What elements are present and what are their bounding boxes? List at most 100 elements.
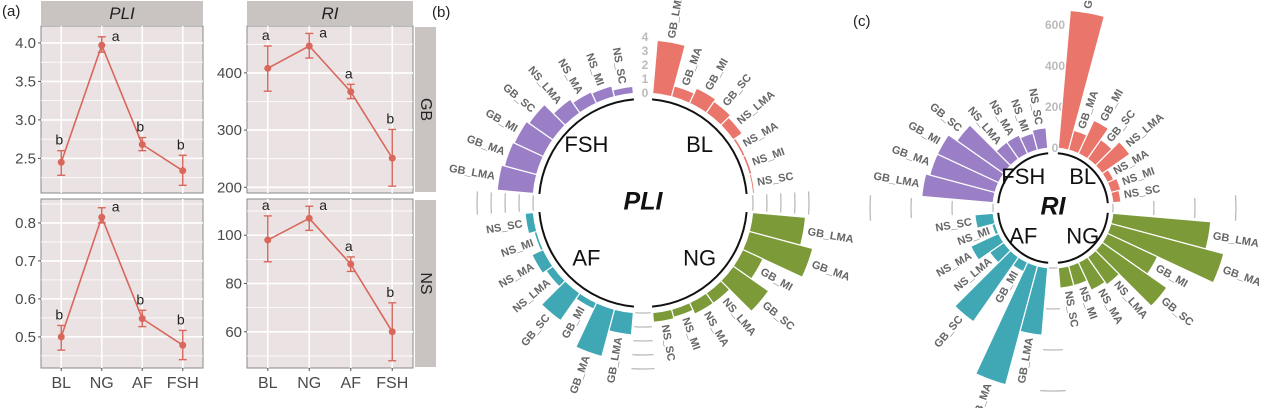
group-arc [651, 98, 748, 195]
bar-label: GB_SC [760, 300, 797, 334]
bar-label: NS_SC [1026, 88, 1044, 126]
y-tick-label: 3.0 [15, 112, 36, 129]
bar [1057, 265, 1075, 289]
bar [611, 85, 635, 98]
bar-label: GB_LMA [605, 336, 625, 384]
significance-letter: b [55, 132, 63, 148]
bar-label: GB_MI [483, 107, 519, 135]
bar [969, 232, 1005, 261]
y-tick-label: 100 [217, 227, 242, 244]
facet-strip-ri [247, 1, 413, 25]
y-tick-label: 80 [225, 276, 242, 293]
data-point [57, 333, 65, 341]
bar [575, 301, 616, 358]
group-arc [997, 212, 1049, 264]
x-tick-label: BL [258, 375, 278, 392]
radial-tick-label: 600 [1045, 18, 1065, 32]
data-point [305, 214, 313, 222]
data-point [388, 328, 396, 336]
data-point [57, 158, 65, 166]
bar [953, 249, 1020, 323]
y-tick-label: 2.5 [15, 150, 36, 167]
significance-letter: b [136, 119, 144, 135]
facet-strip-label: RI [322, 4, 339, 23]
bar [1077, 256, 1106, 292]
group-ng: GB_LMAGB_MAGB_MIGB_SCNS_LMANS_MANS_MINS_… [651, 211, 855, 362]
bar [670, 301, 694, 319]
bar-label: GB_SC [1159, 295, 1196, 329]
bar-label: NS_MA [741, 120, 780, 150]
bar-label: GB_MA [810, 259, 851, 284]
bar-label: GB_LMA [1016, 337, 1036, 385]
significance-letter: b [177, 311, 185, 327]
bar [531, 248, 554, 275]
data-point [179, 341, 187, 349]
bar [974, 261, 1039, 386]
facet-panel-pli-ns: 0.5 0.6 0.7 0.8 b a b b BL NG AF FSH [15, 198, 204, 392]
y-tick-label: 60 [225, 324, 242, 341]
bar [527, 103, 567, 141]
bar [955, 124, 1012, 175]
radial-tick-label: 0 [642, 86, 649, 100]
bar [1077, 119, 1110, 160]
significance-letter: b [177, 136, 185, 152]
bar [936, 133, 1005, 184]
group-arc [538, 211, 635, 308]
facet-strip-gb [415, 27, 436, 192]
bar [651, 308, 675, 323]
bar [1094, 241, 1168, 308]
bar-label: NS_MA [701, 310, 731, 349]
bar [974, 212, 996, 230]
mean-line [267, 45, 393, 159]
facet-strip-label: PLI [109, 4, 135, 23]
significance-letter: a [319, 197, 327, 213]
bar [590, 85, 616, 105]
chart-title: PLI [624, 188, 664, 216]
group-arc [997, 152, 1049, 204]
data-point [388, 154, 396, 162]
bar [513, 120, 554, 158]
group-af: GB_LMAGB_MAGB_MIGB_SCNS_LMANS_MANS_MINS_… [932, 212, 1049, 408]
bar-label: NS_MI [679, 316, 702, 352]
significance-letter: a [112, 199, 120, 215]
y-tick-label: 0.8 [15, 215, 36, 232]
radial-tick-label: 200 [1045, 100, 1065, 114]
bar [651, 39, 686, 98]
bar-label: GB_MI [703, 57, 731, 93]
significance-letter: b [136, 291, 144, 307]
bar [921, 173, 996, 204]
group-bl: GB_LMAGB_MAGB_MIGB_SCNS_LMANS_MANS_MINS_… [651, 0, 795, 195]
bar [1086, 249, 1121, 286]
bar-label: NS_MI [751, 146, 787, 169]
group-label: AF [572, 245, 600, 270]
group-af: GB_LMAGB_MAGB_MIGB_SCNS_LMANS_MANS_MINS_… [485, 211, 635, 396]
bar-label: GB_SC [932, 314, 966, 351]
x-tick-label: AF [132, 375, 153, 392]
data-point [179, 167, 187, 175]
bar-label: NS_SC [610, 47, 628, 85]
significance-letter: a [112, 28, 120, 44]
y-tick-label: 3.5 [15, 73, 36, 90]
y-tick-label: 0.7 [15, 253, 36, 270]
y-tick-label: 0.6 [15, 291, 36, 308]
bar-label: NS_MI [583, 52, 606, 88]
facet-strip-ns [415, 200, 436, 367]
bar [571, 91, 598, 114]
bar-label: NS_MA [497, 261, 536, 291]
bar [1057, 9, 1106, 151]
x-tick-label: AF [341, 375, 362, 392]
bar-label: GB_MA [465, 133, 506, 158]
bar [524, 211, 538, 235]
bar-label: GB_LMA [807, 226, 855, 246]
facet-panel-pli-gb: 2.5 3.0 3.5 4.0 b a b b [15, 25, 204, 194]
data-point [305, 42, 313, 50]
bar-label: GB_MA [890, 144, 931, 169]
facet-strip-label: GB [417, 98, 434, 121]
bar [1094, 140, 1131, 175]
bar-label: NS_MI [1076, 285, 1099, 321]
facet-panel-ri-gb: 200 300 400 a a a b [217, 24, 414, 196]
significance-letter: a [319, 24, 327, 40]
